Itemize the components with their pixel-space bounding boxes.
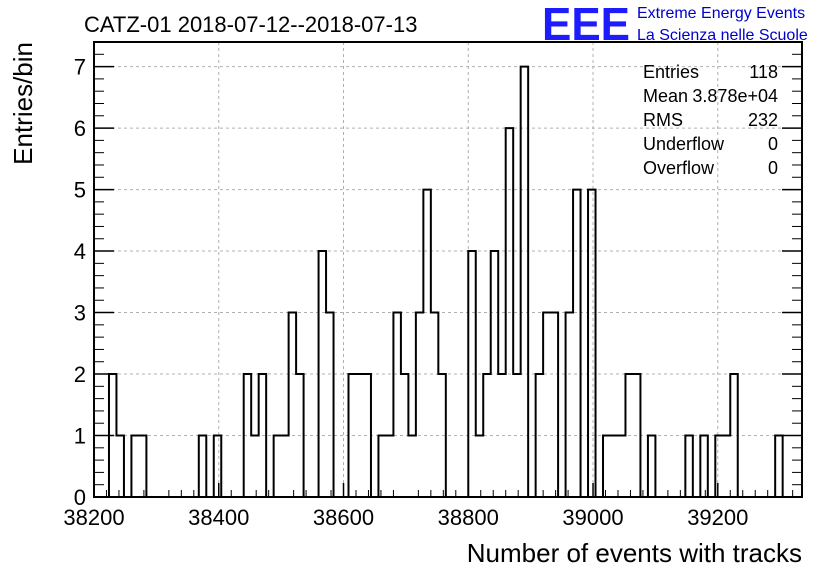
stats-label: Underflow xyxy=(643,134,725,154)
stats-box: Entries 118 Mean 3.878e+04 RMS 232 Underflow 0 O… xyxy=(643,62,778,178)
y-tick-label: 6 xyxy=(74,116,86,141)
x-axis: 38200 38400 38600 38800 39000 39200 xyxy=(63,483,794,530)
histogram-series xyxy=(94,65,798,498)
logo-line1: Extreme Energy Events xyxy=(637,5,805,22)
y-axis-title: Entries/bin xyxy=(8,42,38,165)
x-tick-label: 38200 xyxy=(63,505,124,530)
stats-value: 118 xyxy=(749,62,778,82)
stats-label: Mean xyxy=(643,86,688,106)
stats-label: Entries xyxy=(643,62,699,82)
y-tick-label: 4 xyxy=(74,239,86,264)
plot-frame xyxy=(93,41,803,498)
y-axis: 0 1 2 3 4 5 6 7 xyxy=(74,53,802,510)
y-tick-label: 1 xyxy=(74,424,86,449)
x-tick-label: 39000 xyxy=(562,505,623,530)
stats-label: Overflow xyxy=(643,158,715,178)
y-tick-label: 2 xyxy=(74,362,86,387)
stats-label: RMS xyxy=(643,110,683,130)
x-tick-label: 38600 xyxy=(313,505,374,530)
x-tick-label: 39200 xyxy=(687,505,748,530)
stats-value: 0 xyxy=(768,158,778,178)
logo-line2: La Scienza nelle Scuole xyxy=(637,27,808,44)
grid xyxy=(93,42,802,497)
x-axis-title: Number of events with tracks xyxy=(467,538,802,568)
stats-value: 3.878e+04 xyxy=(692,86,778,106)
y-tick-label: 0 xyxy=(74,485,86,510)
x-tick-label: 38400 xyxy=(188,505,249,530)
stats-value: 232 xyxy=(748,110,778,130)
y-tick-label: 7 xyxy=(74,55,86,80)
stats-value: 0 xyxy=(768,134,778,154)
chart-title: CATZ-01 2018-07-12--2018-07-13 xyxy=(84,12,417,37)
logo: EEE Extreme Energy Events La Scienza nel… xyxy=(542,0,808,50)
y-tick-label: 3 xyxy=(74,301,86,326)
x-tick-label: 38800 xyxy=(438,505,499,530)
y-tick-label: 5 xyxy=(74,178,86,203)
